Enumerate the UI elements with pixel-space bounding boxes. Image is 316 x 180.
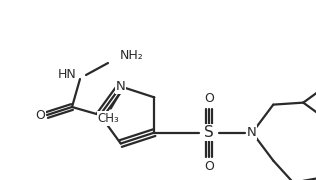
- Text: CH₃: CH₃: [98, 112, 119, 125]
- Text: NH₂: NH₂: [120, 48, 144, 62]
- Text: O: O: [204, 160, 214, 173]
- Text: N: N: [246, 126, 256, 139]
- Text: S: S: [204, 125, 214, 140]
- Text: N: N: [116, 80, 125, 93]
- Text: O: O: [35, 109, 45, 122]
- Text: HN: HN: [58, 68, 77, 80]
- Text: O: O: [204, 92, 214, 105]
